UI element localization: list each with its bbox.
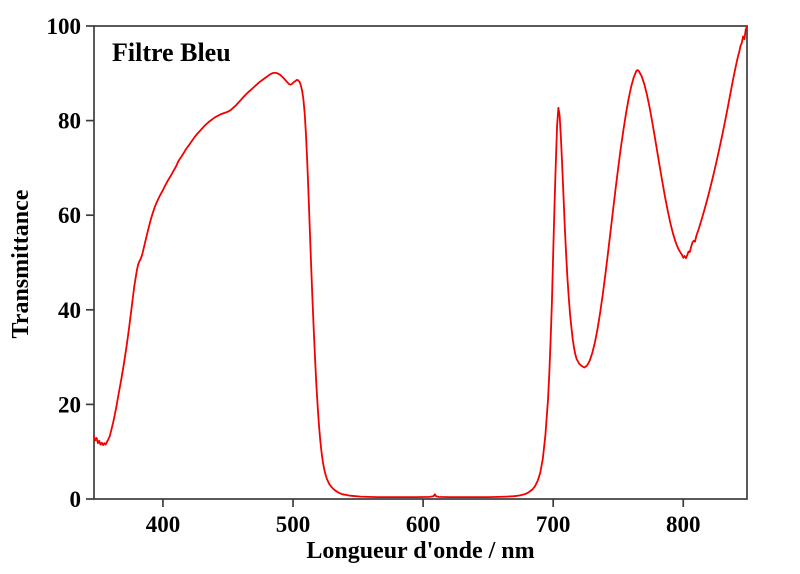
x-axis-label: Longueur d'onde / nm	[306, 538, 535, 564]
y-axis-label: Transmittance	[8, 189, 34, 339]
y-tick-label: 80	[58, 109, 81, 134]
y-tick-label: 100	[47, 14, 82, 39]
y-tick-label: 20	[58, 392, 81, 417]
x-tick-label: 500	[276, 512, 311, 537]
y-tick-label: 40	[58, 298, 81, 323]
spectrum-line	[93, 25, 748, 498]
y-tick-label: 60	[58, 203, 81, 228]
x-tick-label: 800	[666, 512, 701, 537]
chart-title: Filtre Bleu	[112, 38, 231, 67]
y-tick-label: 0	[70, 487, 82, 512]
x-tick-label: 700	[536, 512, 571, 537]
x-tick-label: 400	[146, 512, 181, 537]
axis-frame	[93, 25, 748, 500]
x-tick-label: 600	[406, 512, 441, 537]
